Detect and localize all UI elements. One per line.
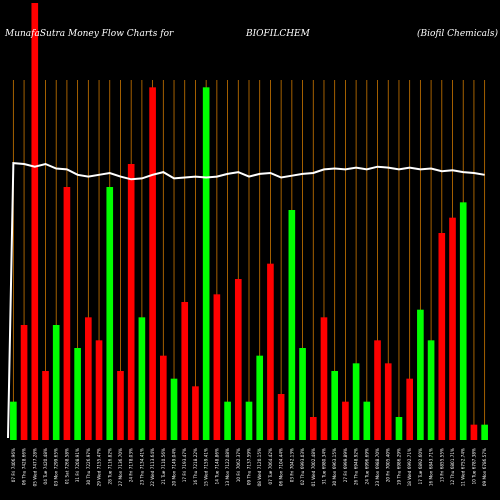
x-axis-ticks: 07 Fri 7406.96% 06 Thu 7428.66% 05 Wed 747… [11,448,487,486]
x-tick-label: 17 Fri 7193.47% [182,448,187,482]
flow-bar [406,378,413,440]
flow-bar [277,394,285,440]
flow-bar [170,378,178,440]
x-tick-label: 24 Tue 6996.69% [364,448,369,484]
flow-bar [417,309,424,440]
flow-bar [374,340,381,440]
x-tick-label: 23 Thu 7134.41% [139,448,144,485]
flow-bar [459,202,467,440]
title-symbol: BIOFILCHEM [245,29,311,39]
flow-bar [74,348,81,440]
flow-bar [10,401,17,440]
flow-bar [95,340,103,440]
x-tick-label: 27 Mon 7136.70% [118,448,123,486]
x-tick-label: 24 Fri 7178.03% [129,448,134,482]
flow-bar [256,355,264,440]
flow-bar [384,363,392,440]
x-tick-label: 07 Fri 7406.96% [11,448,16,482]
flow-bar [299,348,306,440]
x-tick-label: 06 Thu 7428.66% [22,448,27,485]
x-tick-label: 29 Wed 7155.47% [97,448,102,486]
flow-bar [181,302,189,440]
x-tick-label: 15 Wed 7159.41% [204,448,209,486]
x-tick-label: 31 Fri 7208.91% [75,448,80,482]
x-tick-label: 20 Mon 7149.04% [172,448,177,486]
x-tick-label: 01 Sat 7268.58% [64,448,69,484]
flow-bar [149,87,156,440]
flow-bar [309,417,317,440]
x-tick-label: 28 Tue 7116.82% [107,448,112,484]
flow-bars [10,3,488,440]
flow-bar [363,401,371,440]
x-tick-label: 16 Mon 6843.71% [429,448,434,486]
chart-title: MunafaSutra Money Flow Charts for BIOFIL… [4,28,500,39]
x-tick-label: 03 Fri 7042.13% [289,448,294,482]
x-tick-label: 06 Mon 7104.44% [279,448,284,486]
flow-bar [320,317,328,440]
x-tick-label: 03 Mon 7299.65% [54,448,59,486]
title-source: MunafaSutra Money Flow Charts for [4,29,174,39]
flow-bar [138,317,146,440]
flow-bar [63,187,71,440]
flow-bar [127,164,135,440]
x-tick-label: 13 Fri 6855.55% [439,448,444,482]
x-tick-label: 08 Wed 7120.15% [257,448,262,486]
flow-bar [481,424,488,440]
flow-bar [213,294,221,440]
flow-bar [106,187,114,440]
x-tick-label: 31 Tue 6980.34% [321,448,326,484]
x-tick-label: 30 Mon 6963.15% [332,448,337,486]
flow-bar [288,210,296,440]
flow-bar [85,317,92,440]
x-tick-label: 27 Fri 6999.89% [343,448,348,482]
flow-bar [31,3,39,440]
flow-bar [449,217,456,440]
flow-bar [470,424,478,440]
flow-bar [42,371,49,440]
x-tick-label: 12 Thu 6801.71% [450,448,455,485]
title-company: (Biofil Chemicals) Man [417,28,500,39]
flow-bar [267,263,274,440]
x-tick-label: 10 Tue 6787.38% [471,448,476,484]
x-tick-label: 07 Tue 7064.42% [268,448,273,484]
x-tick-label: 05 Wed 7477.28% [32,448,37,486]
flow-bar [342,401,349,440]
x-tick-label: 20 Fri 7005.40% [386,448,391,482]
flow-bar [20,325,28,440]
x-tick-label: 18 Wed 6992.71% [407,448,412,486]
flow-bar [438,233,446,440]
x-tick-label: 09 Mon 6786.57% [482,448,487,486]
flow-bar [331,371,339,440]
x-tick-label: 11 Wed 6752.74% [461,448,466,486]
x-tick-label: 30 Thu 7226.97% [86,448,91,485]
x-tick-label: 01 Wed 7002.48% [311,448,316,486]
flow-bar [52,325,60,440]
x-tick-label: 22 Wed 7113.64% [150,448,155,486]
x-tick-label: 21 Tue 7110.56% [161,448,166,484]
x-tick-label: 23 Mon 6988.70% [375,448,380,486]
flow-bar [234,279,242,440]
x-tick-label: 16 Thu 7218.22% [193,448,198,485]
x-tick-label: 09 Thu 7137.59% [247,448,252,485]
price-line-path [7,162,485,439]
x-tick-label: 19 Thu 6986.29% [396,448,401,485]
x-tick-label: 17 Tue 6892.60% [418,448,423,484]
x-tick-label: 02 Thu 6993.03% [300,448,305,485]
price-line [7,162,485,439]
x-tick-label: 14 Tue 7148.86% [214,448,219,484]
flow-bar [245,401,253,440]
x-tick-label: 13 Mon 7122.08% [225,448,230,486]
x-tick-label: 26 Thu 6948.92% [354,448,359,485]
flow-bar [352,363,360,440]
x-tick-label: 04 Tue 7420.48% [43,448,48,484]
flow-bar [427,340,435,440]
flow-bar [395,417,403,440]
flow-bar [117,371,124,440]
flow-bar [224,401,231,440]
flow-bar [202,87,210,440]
x-tick-label: 10 Fri 7062.37% [236,448,241,482]
flow-bar [192,386,199,440]
flow-bar [159,355,167,440]
